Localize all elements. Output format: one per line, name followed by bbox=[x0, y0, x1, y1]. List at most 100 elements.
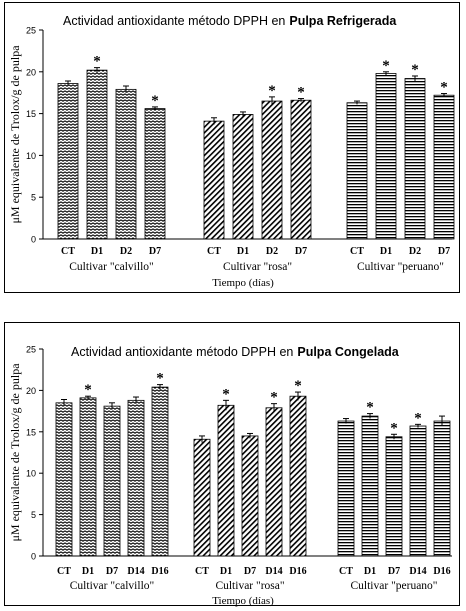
chart-title-text: Actividad antioxidante método DPPH en bbox=[71, 345, 293, 359]
x-axis-label: Tiempo (días) bbox=[212, 595, 274, 607]
y-tick-label: 10 bbox=[26, 151, 36, 161]
bar bbox=[57, 83, 79, 240]
significance-marker: * bbox=[440, 80, 448, 96]
x-tick-label: CT bbox=[350, 246, 364, 257]
x-tick-label: D16 bbox=[289, 566, 306, 577]
chart-panel-refrigerada: Actividad antioxidante método DPPH en Pul… bbox=[4, 2, 460, 293]
x-tick-label: CT bbox=[61, 246, 75, 257]
bar bbox=[103, 405, 121, 557]
y-axis-label: μM equivalente de Trolox/g de pulpa bbox=[8, 45, 22, 224]
bar bbox=[265, 407, 283, 557]
significance-marker: * bbox=[411, 62, 419, 78]
bar bbox=[346, 102, 368, 240]
y-tick-label: 20 bbox=[26, 386, 36, 396]
y-tick-label: 25 bbox=[26, 345, 36, 355]
bar bbox=[151, 386, 169, 557]
chart-panel-congelada: Actividad antioxidante método DPPH en Pul… bbox=[4, 322, 460, 607]
significance-marker: * bbox=[366, 400, 374, 416]
x-tick-label: CT bbox=[57, 566, 71, 577]
bar bbox=[193, 438, 211, 557]
x-tick-label: D14 bbox=[127, 566, 144, 577]
x-tick-label: D2 bbox=[409, 246, 421, 257]
x-tick-label: D2 bbox=[120, 246, 132, 257]
chart-title: Actividad antioxidante método DPPH en Pul… bbox=[63, 14, 397, 28]
group-label: Cultivar "peruano" bbox=[351, 580, 438, 592]
bar bbox=[433, 420, 451, 557]
x-tick-label: D7 bbox=[244, 566, 256, 577]
x-tick-label: D7 bbox=[388, 566, 400, 577]
x-tick-label: D7 bbox=[295, 246, 307, 257]
x-tick-label: CT bbox=[339, 566, 353, 577]
group-label: Cultivar "calvillo" bbox=[70, 580, 154, 592]
x-tick-label: D16 bbox=[151, 566, 168, 577]
bar bbox=[217, 404, 235, 557]
bar bbox=[144, 108, 166, 240]
significance-marker: * bbox=[222, 386, 230, 402]
group-label: Cultivar "calvillo" bbox=[69, 261, 153, 273]
y-tick-label: 5 bbox=[31, 193, 36, 203]
significance-marker: * bbox=[93, 54, 101, 70]
y-tick-label: 15 bbox=[26, 109, 36, 119]
bar bbox=[433, 94, 455, 240]
x-tick-label: D1 bbox=[91, 246, 103, 257]
bar bbox=[289, 395, 307, 557]
x-tick-label: D1 bbox=[220, 566, 232, 577]
y-tick-label: 25 bbox=[26, 26, 36, 36]
chart-title-text: Actividad antioxidante método DPPH en bbox=[63, 14, 285, 28]
x-tick-label: D1 bbox=[380, 246, 392, 257]
bar bbox=[375, 73, 397, 240]
x-tick-label: D1 bbox=[82, 566, 94, 577]
y-tick-label: 20 bbox=[26, 67, 36, 77]
x-tick-label: CT bbox=[207, 246, 221, 257]
significance-marker: * bbox=[151, 93, 159, 109]
x-tick-label: D1 bbox=[237, 246, 249, 257]
significance-marker: * bbox=[414, 410, 422, 426]
significance-marker: * bbox=[390, 420, 398, 436]
bar bbox=[55, 402, 73, 557]
bar bbox=[232, 114, 254, 240]
chart-title-bold: Pulpa Refrigerada bbox=[289, 14, 397, 28]
y-tick-label: 0 bbox=[31, 235, 36, 245]
bar bbox=[127, 399, 145, 557]
x-tick-label: D14 bbox=[265, 566, 282, 577]
significance-marker: * bbox=[156, 371, 164, 387]
significance-marker: * bbox=[268, 83, 276, 99]
bar bbox=[361, 415, 379, 557]
x-axis-label: Tiempo (días) bbox=[212, 277, 274, 289]
chart-title: Actividad antioxidante método DPPH en Pul… bbox=[71, 345, 400, 359]
bar bbox=[261, 100, 283, 240]
chart-title-bold: Pulpa Congelada bbox=[297, 345, 399, 359]
bar bbox=[241, 435, 259, 557]
significance-marker: * bbox=[294, 378, 302, 394]
bar bbox=[115, 88, 137, 240]
bar-chart-refrigerada: Actividad antioxidante método DPPH en Pul… bbox=[8, 14, 455, 289]
x-tick-label: CT bbox=[195, 566, 209, 577]
bar bbox=[79, 397, 97, 557]
x-tick-label: D7 bbox=[106, 566, 118, 577]
bar bbox=[290, 99, 312, 240]
bar bbox=[203, 120, 225, 240]
y-tick-label: 0 bbox=[31, 552, 36, 562]
x-tick-label: D7 bbox=[438, 246, 450, 257]
significance-marker: * bbox=[84, 382, 92, 398]
y-axis-label: μM equivalente de Trolox/g de pulpa bbox=[8, 363, 22, 542]
bar bbox=[337, 420, 355, 557]
x-tick-label: D7 bbox=[149, 246, 161, 257]
x-tick-label: D1 bbox=[364, 566, 376, 577]
bar bbox=[385, 436, 403, 557]
bar bbox=[409, 425, 427, 557]
bar bbox=[86, 69, 108, 240]
significance-marker: * bbox=[270, 390, 278, 406]
group-label: Cultivar "peruano" bbox=[357, 261, 444, 273]
significance-marker: * bbox=[382, 58, 390, 74]
x-tick-label: D2 bbox=[266, 246, 278, 257]
y-tick-label: 15 bbox=[26, 427, 36, 437]
bar bbox=[404, 78, 426, 240]
group-label: Cultivar "rosa" bbox=[215, 580, 284, 592]
x-tick-label: D16 bbox=[433, 566, 450, 577]
bar-chart-congelada: Actividad antioxidante método DPPH en Pul… bbox=[8, 345, 452, 607]
group-label: Cultivar "rosa" bbox=[223, 261, 292, 273]
x-tick-label: D14 bbox=[409, 566, 426, 577]
y-tick-label: 10 bbox=[26, 469, 36, 479]
significance-marker: * bbox=[297, 85, 305, 101]
